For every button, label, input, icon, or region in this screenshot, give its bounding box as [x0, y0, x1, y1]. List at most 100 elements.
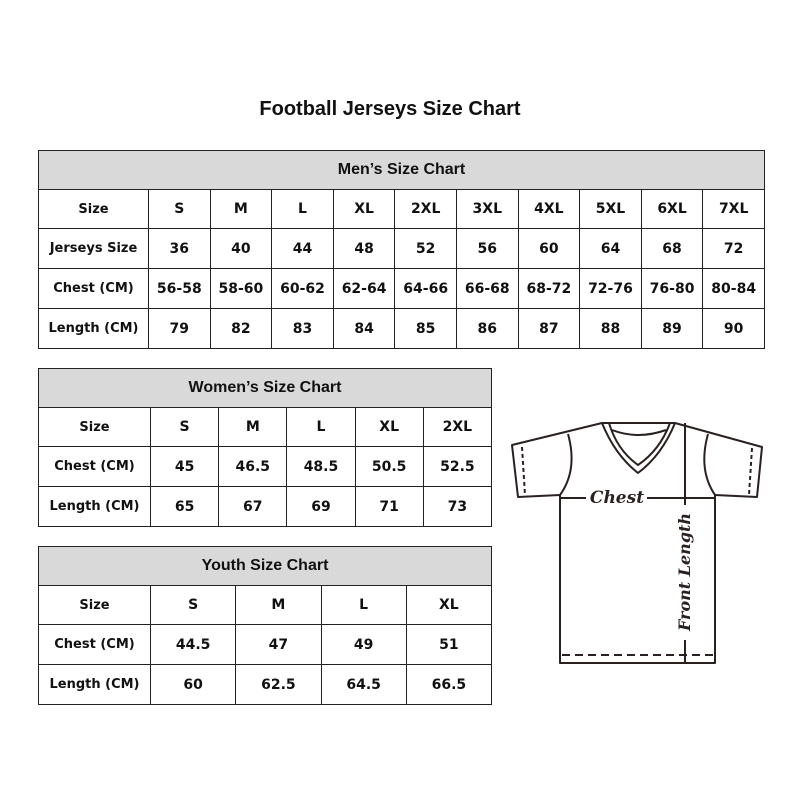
front-length-label: Front Length — [675, 513, 694, 632]
table-row: Size S M L XL — [38, 585, 493, 625]
table-cell: S — [149, 407, 220, 447]
table-cell: 89 — [640, 308, 704, 349]
table-cell: 84 — [332, 308, 396, 349]
table-row: Length (CM) 79 82 83 84 85 86 87 88 89 90 — [38, 308, 765, 349]
table-cell: S — [149, 585, 237, 625]
table-cell: 50.5 — [354, 446, 424, 487]
table-cell: L — [320, 585, 407, 625]
table-heading: Youth Size Chart — [38, 546, 492, 586]
table-cell: 69 — [286, 486, 356, 527]
table-cell: 52 — [394, 228, 457, 269]
table-cell: 58-60 — [209, 268, 273, 309]
table-cell: 79 — [148, 308, 211, 349]
table-cell: 64.5 — [320, 664, 407, 705]
mens-size-table: Men’s Size Chart Size S M L XL 2XL 3XL 4XL 5XL 6XL… — [38, 150, 765, 349]
row-label: Chest (CM) — [38, 268, 149, 309]
table-cell: 68 — [640, 228, 704, 269]
table-heading: Women’s Size Chart — [38, 368, 492, 408]
row-label: Length (CM) — [38, 486, 151, 527]
row-label: Length (CM) — [38, 664, 151, 705]
table-row: Size S M L XL 2XL — [38, 407, 493, 447]
table-cell: 36 — [148, 228, 211, 269]
table-cell: 80-84 — [702, 268, 765, 309]
row-label: Size — [38, 585, 151, 625]
collar-inner — [608, 422, 671, 466]
table-cell: 44 — [271, 228, 334, 269]
row-label: Length (CM) — [38, 308, 149, 349]
page-title: Football Jerseys Size Chart — [259, 98, 521, 120]
chest-label: Chest — [590, 488, 644, 508]
table-cell: 64-66 — [394, 268, 457, 309]
table-cell: 87 — [517, 308, 581, 349]
table-cell: M — [235, 585, 322, 625]
table-row: Length (CM) 60 62.5 64.5 66.5 — [38, 664, 493, 705]
collar-inner-line — [611, 429, 667, 436]
table-cell: 73 — [422, 486, 493, 527]
table-cell: 62.5 — [235, 664, 322, 705]
row-label: Chest (CM) — [38, 624, 151, 665]
table-cell: 67 — [218, 486, 288, 527]
table-heading: Men’s Size Chart — [38, 150, 765, 190]
table-cell: 2XL — [422, 407, 493, 447]
table-cell: 76-80 — [640, 268, 704, 309]
table-cell: 62-64 — [332, 268, 396, 309]
jersey-outline — [511, 422, 763, 664]
table-cell: 7XL — [702, 189, 765, 229]
table-cell: 56 — [455, 228, 519, 269]
table-cell: 48 — [332, 228, 396, 269]
table-cell: 56-58 — [148, 268, 211, 309]
table-cell: L — [271, 189, 334, 229]
table-cell: 3XL — [455, 189, 519, 229]
table-cell: 47 — [235, 624, 322, 665]
table-cell: 88 — [579, 308, 642, 349]
table-cell: S — [148, 189, 211, 229]
table-cell: 82 — [209, 308, 273, 349]
table-cell: 4XL — [517, 189, 581, 229]
table-cell: 40 — [209, 228, 273, 269]
table-cell: 71 — [354, 486, 424, 527]
table-cell: 66.5 — [405, 664, 493, 705]
table-row: Chest (CM) 44.5 47 49 51 — [38, 624, 493, 665]
table-cell: 83 — [271, 308, 334, 349]
table-cell: 68-72 — [517, 268, 581, 309]
table-cell: M — [209, 189, 273, 229]
table-cell: M — [218, 407, 288, 447]
table-cell: XL — [354, 407, 424, 447]
table-cell: 86 — [455, 308, 519, 349]
table-cell: 66-68 — [455, 268, 519, 309]
table-cell: 46.5 — [218, 446, 288, 487]
table-cell: XL — [405, 585, 493, 625]
row-label: Size — [38, 407, 151, 447]
row-label: Chest (CM) — [38, 446, 151, 487]
youth-size-table: Youth Size Chart Size S M L XL Chest (CM) 44.5 4… — [38, 546, 493, 705]
table-cell: XL — [332, 189, 396, 229]
table-cell: L — [286, 407, 356, 447]
table-cell: 65 — [149, 486, 220, 527]
table-cell: 72 — [702, 228, 765, 269]
table-cell: 51 — [405, 624, 493, 665]
left-sleeve-seam — [559, 433, 573, 496]
table-cell: 5XL — [579, 189, 642, 229]
table-cell: 44.5 — [149, 624, 237, 665]
table-cell: 85 — [394, 308, 457, 349]
table-cell: 60-62 — [271, 268, 334, 309]
table-cell: 45 — [149, 446, 220, 487]
table-row: Length (CM) 65 67 69 71 73 — [38, 486, 493, 527]
table-cell: 6XL — [640, 189, 704, 229]
row-label: Jerseys Size — [38, 228, 149, 269]
table-cell: 60 — [517, 228, 581, 269]
table-cell: 49 — [320, 624, 407, 665]
table-row: Jerseys Size 36 40 44 48 52 56 60 64 68 72 — [38, 228, 765, 269]
table-row: Size S M L XL 2XL 3XL 4XL 5XL 6XL 7XL — [38, 189, 765, 229]
table-row: Chest (CM) 56-58 58-60 60-62 62-64 64-66 66-68… — [38, 268, 765, 309]
table-cell: 90 — [702, 308, 765, 349]
row-label: Size — [38, 189, 149, 229]
table-cell: 48.5 — [286, 446, 356, 487]
table-cell: 52.5 — [422, 446, 493, 487]
table-row: Chest (CM) 45 46.5 48.5 50.5 52.5 — [38, 446, 493, 487]
right-sleeve-seam — [703, 433, 716, 496]
womens-size-table: Women’s Size Chart Size S M L XL 2XL Chest (CM)… — [38, 368, 493, 527]
table-cell: 72-76 — [579, 268, 642, 309]
table-cell: 2XL — [394, 189, 457, 229]
collar-outer — [601, 422, 676, 474]
